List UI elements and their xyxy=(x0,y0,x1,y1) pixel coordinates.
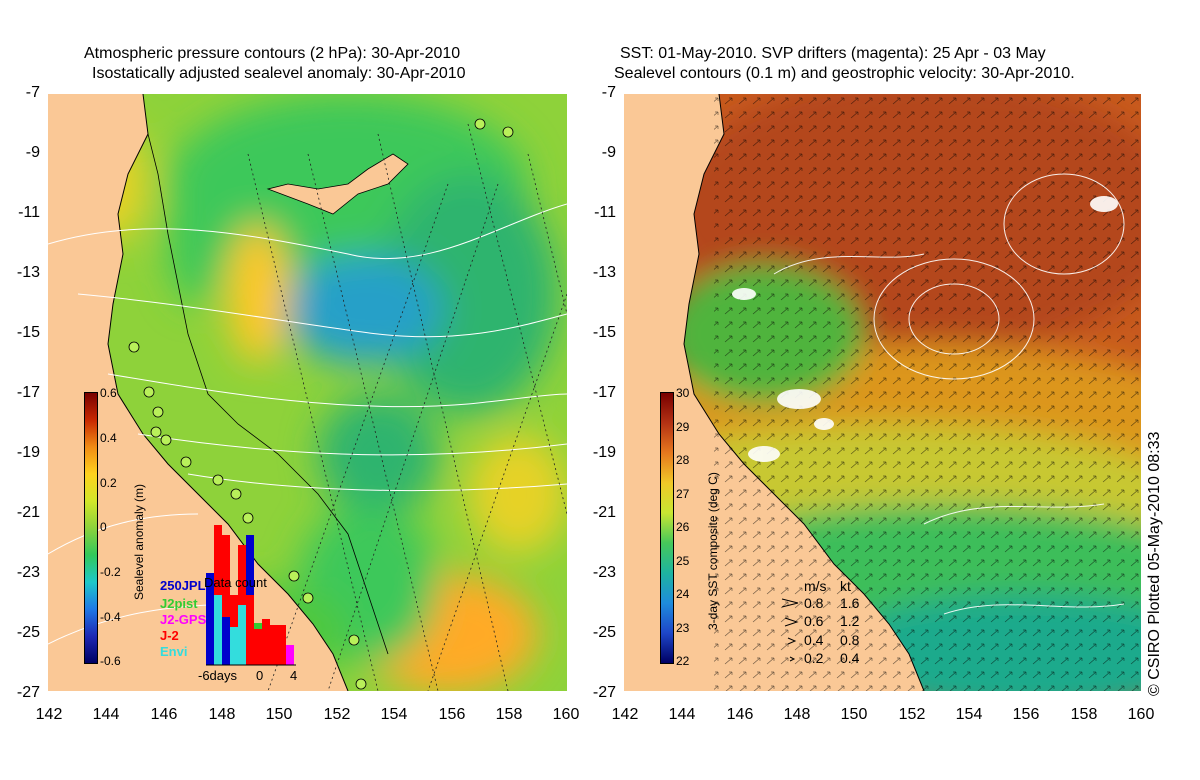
cbar-label: 24 xyxy=(676,587,690,601)
data-count-axis-start: -6days xyxy=(198,668,238,683)
x-tick: 146 xyxy=(150,706,178,723)
sealevel-anomaly-map[interactable] xyxy=(48,94,567,691)
x-tick: 142 xyxy=(611,706,639,723)
x-tick: 158 xyxy=(495,706,523,723)
sst-colorbar-title: 3-day SST composite (deg C) xyxy=(706,472,720,630)
y-tick: -27 xyxy=(592,684,616,701)
cbar-label: -0.2 xyxy=(100,565,121,579)
legend-jpl: 250JPL xyxy=(160,578,206,593)
x-tick: 154 xyxy=(380,706,408,723)
cbar-label: 0.4 xyxy=(100,431,117,445)
velocity-row-kt: 0.4 xyxy=(840,650,860,666)
cbar-label: -0.6 xyxy=(100,654,121,668)
cbar-label: 0 xyxy=(100,520,107,534)
left-title-line1: Atmospheric pressure contours (2 hPa): 3… xyxy=(84,45,461,62)
velocity-row-ms: 0.2 xyxy=(804,650,824,666)
y-tick: -21 xyxy=(16,504,40,521)
y-tick: -23 xyxy=(16,564,40,581)
y-tick: -11 xyxy=(18,204,40,221)
legend-j2: J-2 xyxy=(160,628,179,643)
cbar-label: 22 xyxy=(676,654,690,668)
cbar-label: 28 xyxy=(676,453,690,467)
x-tick: 146 xyxy=(726,706,754,723)
x-tick: 160 xyxy=(552,706,580,723)
y-tick: -7 xyxy=(601,84,616,101)
y-tick: -25 xyxy=(592,624,616,641)
sealevel-colorbar xyxy=(84,392,98,664)
velocity-key: m/s kt 0.8 1.6 0.6 1.2 0.4 0.8 0.2 0.4 xyxy=(780,578,900,668)
y-tick: -21 xyxy=(592,504,616,521)
y-tick: -13 xyxy=(16,264,40,281)
velocity-row-kt: 0.8 xyxy=(840,632,860,648)
x-tick: 142 xyxy=(35,706,63,723)
velocity-row-ms: 0.6 xyxy=(804,613,824,629)
y-tick: -25 xyxy=(16,624,40,641)
velocity-key-header-ms: m/s xyxy=(804,578,827,594)
cbar-label: 25 xyxy=(676,554,690,568)
right-title-line2: Sealevel contours (0.1 m) and geostrophi… xyxy=(614,65,1075,82)
velocity-row-ms: 0.4 xyxy=(804,632,824,648)
cbar-label: 23 xyxy=(676,621,690,635)
x-tick: 152 xyxy=(898,706,926,723)
y-tick: -9 xyxy=(25,144,40,161)
data-count-inset: Data count 250JPL J2pist J2-GPS J-2 Envi… xyxy=(160,505,305,685)
velocity-key-header-kt: kt xyxy=(840,578,851,594)
x-tick: 158 xyxy=(1070,706,1098,723)
y-tick: -17 xyxy=(16,384,40,401)
y-tick: -13 xyxy=(592,264,616,281)
x-tick: 154 xyxy=(955,706,983,723)
left-title-line2: Isostatically adjusted sealevel anomaly:… xyxy=(92,65,466,82)
velocity-row-ms: 0.8 xyxy=(804,595,824,611)
cbar-label: 26 xyxy=(676,520,690,534)
velocity-row-kt: 1.6 xyxy=(840,595,860,611)
data-count-title: Data count xyxy=(204,575,267,590)
y-tick: -11 xyxy=(594,204,616,221)
velocity-row-kt: 1.2 xyxy=(840,613,860,629)
y-tick: -9 xyxy=(601,144,616,161)
y-tick: -23 xyxy=(592,564,616,581)
cbar-label: -0.4 xyxy=(100,610,121,624)
right-title-line1: SST: 01-May-2010. SVP drifters (magenta)… xyxy=(620,45,1046,62)
legend-j2gps: J2-GPS xyxy=(160,612,207,627)
legend-j2pist: J2pist xyxy=(160,596,198,611)
cbar-label: 0.6 xyxy=(100,386,117,400)
sst-colorbar xyxy=(660,392,674,664)
sst-map[interactable] xyxy=(624,94,1141,691)
x-tick: 152 xyxy=(323,706,351,723)
cbar-label: 30 xyxy=(676,386,690,400)
y-tick: -19 xyxy=(16,444,40,461)
x-tick: 144 xyxy=(668,706,696,723)
x-tick: 150 xyxy=(840,706,868,723)
data-count-axis-zero: 0 xyxy=(256,668,264,683)
velocity-arrow-icons xyxy=(781,598,799,662)
x-tick: 160 xyxy=(1127,706,1155,723)
y-tick: -15 xyxy=(16,324,40,341)
y-tick: -27 xyxy=(16,684,40,701)
cbar-label: 27 xyxy=(676,487,690,501)
data-count-bars xyxy=(206,525,294,665)
cbar-label: 29 xyxy=(676,420,690,434)
x-tick: 150 xyxy=(265,706,293,723)
y-tick: -17 xyxy=(592,384,616,401)
credit-text: © CSIRO Plotted 05-May-2010 08:33 xyxy=(1146,431,1163,696)
x-tick: 156 xyxy=(438,706,466,723)
x-tick: 156 xyxy=(1012,706,1040,723)
cbar-label: 0.2 xyxy=(100,476,117,490)
y-tick: -15 xyxy=(592,324,616,341)
y-tick: -7 xyxy=(25,84,40,101)
data-count-axis-end: 4 xyxy=(290,668,298,683)
sealevel-colorbar-title: Sealevel anomaly (m) xyxy=(132,483,146,600)
x-tick: 144 xyxy=(92,706,120,723)
x-tick: 148 xyxy=(208,706,236,723)
x-tick: 148 xyxy=(783,706,811,723)
legend-envi: Envi xyxy=(160,644,188,659)
y-tick: -19 xyxy=(592,444,616,461)
